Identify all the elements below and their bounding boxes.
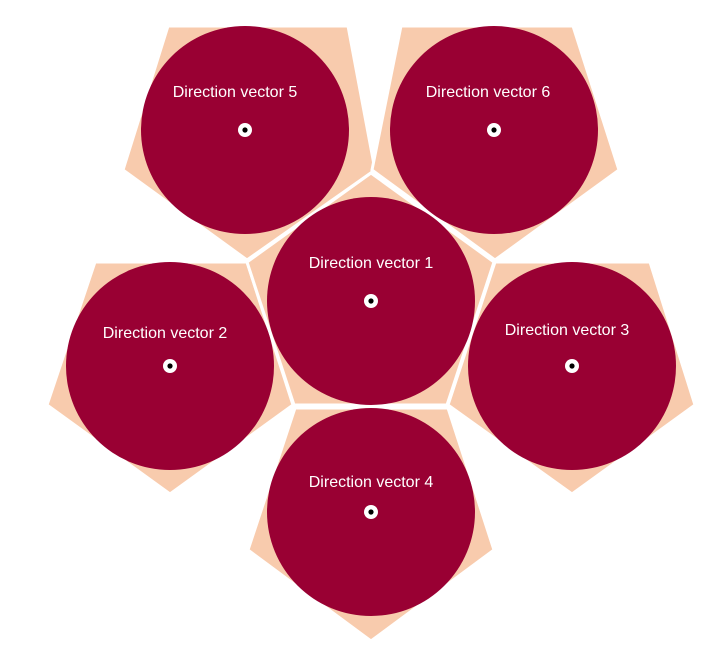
marker-inner-3 [569,363,575,369]
marker-inner-6 [491,127,497,133]
label-direction-vector-3: Direction vector 3 [505,322,630,339]
node-direction-vector-5: Direction vector 5 [121,24,377,262]
marker-inner-1 [368,298,374,304]
label-direction-vector-6: Direction vector 6 [426,84,551,101]
label-direction-vector-2: Direction vector 2 [103,325,228,342]
label-direction-vector-5: Direction vector 5 [173,84,298,101]
label-direction-vector-4: Direction vector 4 [309,474,434,491]
label-direction-vector-1: Direction vector 1 [309,255,434,272]
marker-inner-4 [368,509,374,515]
node-direction-vector-1: Direction vector 1 [245,171,496,407]
marker-inner-5 [242,127,248,133]
marker-inner-2 [167,363,173,369]
node-direction-vector-2: Direction vector 2 [45,260,295,496]
node-direction-vector-6: Direction vector 6 [370,24,621,262]
node-direction-vector-3: Direction vector 3 [446,260,697,496]
node-direction-vector-4: Direction vector 4 [246,406,496,643]
